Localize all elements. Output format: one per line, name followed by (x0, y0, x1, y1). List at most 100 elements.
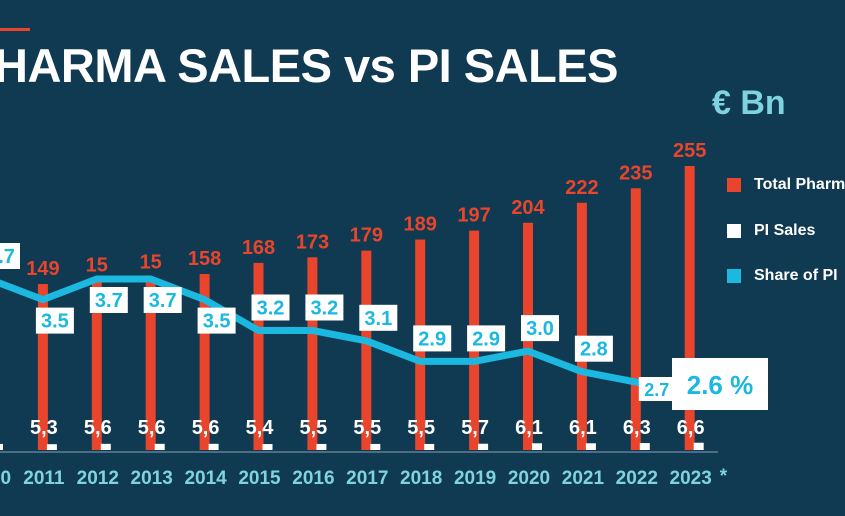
pi-bar (693, 442, 704, 450)
share-label-box (305, 294, 344, 321)
year-tick-label: 2014 (184, 468, 227, 489)
total-value-label: 15 (140, 251, 162, 273)
total-value-label: 222 (565, 177, 598, 199)
total-value-label: 204 (511, 197, 545, 219)
pi-value-label: 6,6 (677, 417, 705, 439)
year-tick-label: 2019 (454, 468, 496, 489)
pi-bar (478, 443, 489, 450)
title-accent-line (0, 28, 30, 31)
share-value-label: 3.2 (257, 298, 285, 320)
total-value-label: 158 (188, 248, 221, 270)
pi-bar (316, 443, 327, 450)
share-value-label: 2.9 (472, 328, 500, 350)
share-label-box (143, 287, 182, 313)
total-value-label: 189 (404, 214, 437, 236)
year-tick-label: 2011 (23, 468, 65, 489)
legend-label-total: Total Pharm (754, 176, 845, 193)
share-label-box (574, 335, 613, 362)
legend-label-pi: PI Sales (754, 222, 816, 239)
total-value-label: 197 (457, 205, 490, 227)
share-value-label: 3.2 (310, 298, 338, 320)
pi-value-label: 5,5 (353, 417, 381, 439)
share-value-label: 3.7 (95, 290, 123, 312)
share-label-box (359, 304, 398, 331)
pi-bar (370, 443, 381, 450)
total-value-label: 173 (296, 231, 329, 253)
year-tick-label: 2017 (346, 468, 388, 489)
year-tick-label: 2021 (562, 468, 605, 489)
total-bar (145, 277, 156, 450)
total-bar (307, 257, 318, 450)
pi-value-label: 5,5 (407, 417, 435, 439)
pi-value-label: 5,7 (461, 417, 489, 439)
legend-label-share: Share of PI (754, 267, 838, 284)
total-value-label: 179 (350, 225, 383, 247)
share-value-label: 3.1 (364, 308, 392, 330)
unit-label: € Bn (712, 84, 786, 122)
total-bar (37, 284, 48, 450)
pi-bar (100, 443, 111, 450)
share-label-box (197, 307, 236, 334)
pi-bar (639, 443, 650, 450)
legend-item-total: Total Pharm (727, 176, 845, 194)
share-label-box (467, 325, 506, 352)
pi-bar (262, 444, 273, 450)
share-value-label: 2.9 (418, 328, 446, 350)
pi-value-label: 6,1 (569, 417, 597, 439)
year-tick-label: 2012 (77, 468, 119, 489)
year-tick-label: 2022 (616, 468, 658, 489)
share-label-box (89, 287, 128, 313)
share-label-box (521, 315, 559, 342)
share-value-label: 2.6 % (687, 370, 754, 400)
share-value-label: 2.7 (644, 380, 669, 400)
total-bar (253, 262, 264, 450)
share-label-box (0, 243, 20, 269)
pi-value-label: 5,6 (192, 417, 220, 439)
year-tick-label: 2015 (238, 468, 281, 489)
pi-bar (532, 443, 542, 450)
share-label-box (251, 294, 290, 321)
legend-item-share: Share of PI (727, 267, 838, 285)
total-value-label: 255 (673, 140, 706, 162)
chart-title: HARMA SALES vs PI SALES (0, 39, 619, 92)
pi-bar (208, 443, 219, 450)
year-tick-label: 2010 (0, 468, 11, 489)
legend-swatch-pi (727, 224, 741, 238)
year-tick-label: 2018 (400, 468, 442, 489)
pi-bar (46, 444, 57, 450)
legend-swatch-share (727, 269, 741, 283)
year-tick-label: 2020 (508, 468, 550, 489)
share-line (0, 275, 691, 396)
year-tick-label: 2016 (292, 468, 334, 489)
year-tick-label: 2023 (670, 468, 712, 489)
year-tick-label: 2013 (131, 468, 173, 489)
pi-value-label: 5,3 (30, 417, 58, 439)
share-label-box (638, 377, 675, 401)
legend-item-pi: PI Sales (727, 222, 815, 240)
pi-bar (0, 443, 3, 450)
footnote-asterisk: * (720, 466, 728, 487)
total-bar (630, 188, 641, 450)
total-value-label: 149 (26, 258, 59, 280)
pi-bar (154, 443, 165, 450)
pi-value-label: 6,3 (623, 417, 651, 439)
share-value-label: 3.0 (526, 318, 554, 340)
total-value-label: 168 (242, 237, 275, 259)
share-label-box (672, 358, 768, 410)
pi-bar (585, 443, 596, 450)
pi-value-label: 6,1 (515, 417, 543, 439)
share-value-label: 3.7 (0, 246, 15, 268)
legend-swatch-total (727, 178, 741, 192)
total-value-label: 15 (86, 255, 108, 277)
share-label-box (413, 325, 452, 352)
total-bar (199, 274, 210, 450)
total-bar (576, 202, 587, 450)
pi-value-label: 5,6 (138, 417, 166, 439)
total-bar (91, 280, 102, 450)
share-value-label: 3.5 (203, 311, 231, 333)
pi-value-label: 5,4 (246, 417, 275, 439)
pi-value-label: 5,6 (84, 417, 112, 439)
share-value-label: 3.5 (41, 311, 69, 333)
share-label-box (35, 307, 74, 334)
